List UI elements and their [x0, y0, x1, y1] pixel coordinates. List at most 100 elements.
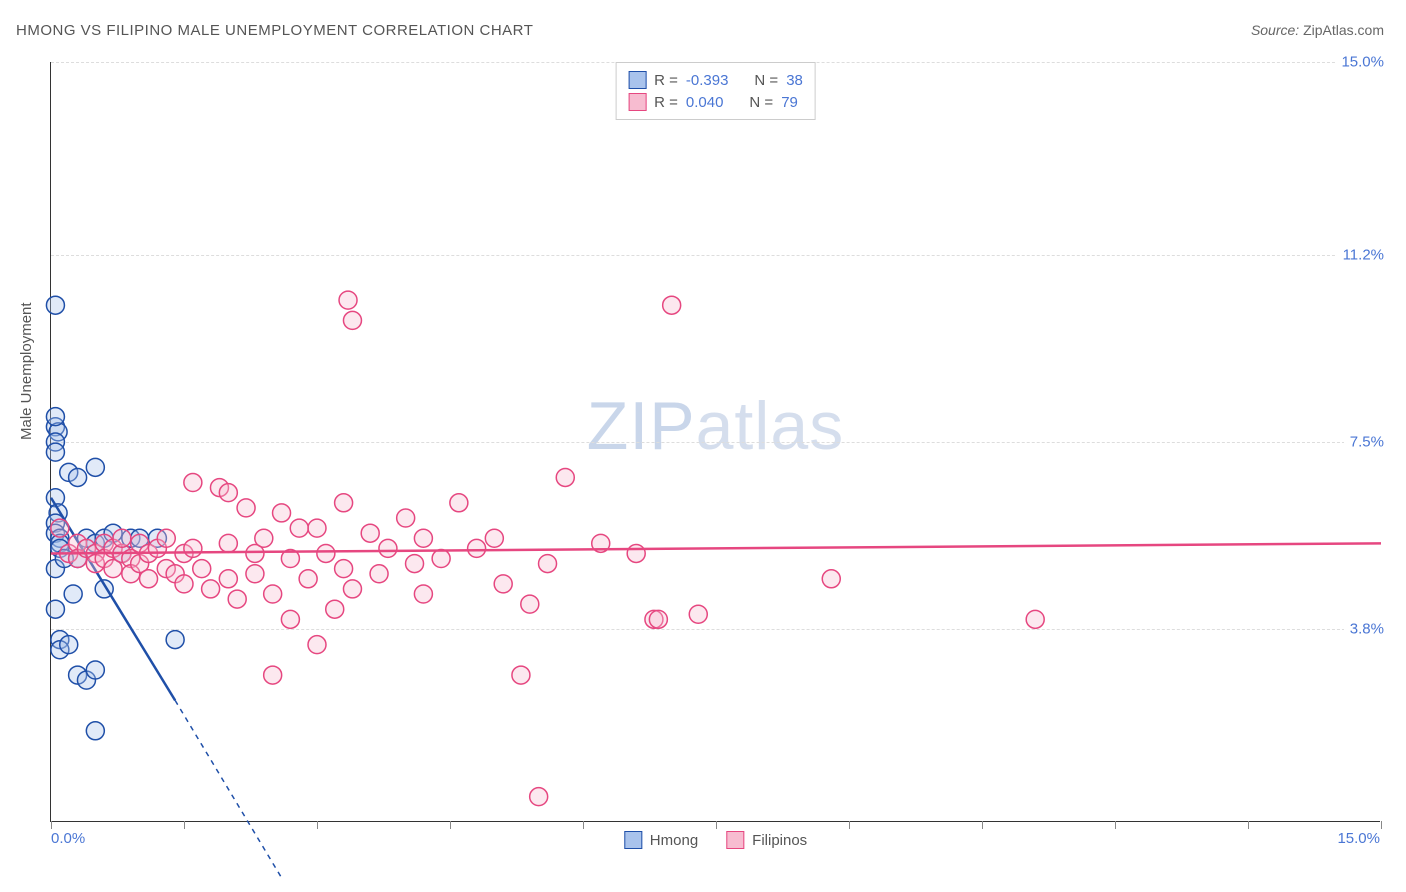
legend-row-hmong: R = -0.393 N = 38	[628, 69, 803, 91]
data-point	[335, 494, 353, 512]
data-point	[432, 550, 450, 568]
y-axis-title: Male Unemployment	[18, 302, 35, 440]
data-point	[255, 529, 273, 547]
x-axis-max-label: 15.0%	[1337, 830, 1380, 847]
x-axis-min-label: 0.0%	[51, 830, 85, 847]
data-point	[166, 631, 184, 649]
data-point	[397, 509, 415, 527]
data-point	[264, 585, 282, 603]
data-point	[361, 524, 379, 542]
data-point	[184, 539, 202, 557]
legend-r-label: R =	[654, 72, 678, 89]
legend-swatch-hmong	[628, 71, 646, 89]
data-point	[175, 575, 193, 593]
x-tick	[1115, 821, 1116, 829]
data-point	[69, 468, 87, 486]
data-point	[339, 291, 357, 309]
data-point	[290, 519, 308, 537]
data-point	[343, 311, 361, 329]
x-tick	[1381, 821, 1382, 829]
data-point	[530, 788, 548, 806]
data-point	[246, 565, 264, 583]
data-point	[202, 580, 220, 598]
data-point	[512, 666, 530, 684]
data-point	[86, 458, 104, 476]
x-tick	[184, 821, 185, 829]
scatter-svg	[51, 62, 1380, 821]
data-point	[86, 661, 104, 679]
data-point	[51, 519, 69, 537]
x-tick	[1248, 821, 1249, 829]
data-point	[822, 570, 840, 588]
data-point	[485, 529, 503, 547]
data-point	[317, 544, 335, 562]
data-point	[140, 570, 158, 588]
legend-swatch-hmong	[624, 831, 642, 849]
data-point	[46, 408, 64, 426]
data-point	[46, 443, 64, 461]
data-point	[193, 560, 211, 578]
source-label: Source:	[1251, 22, 1299, 38]
legend-n-value-hmong: 38	[786, 72, 803, 89]
data-point	[237, 499, 255, 517]
x-tick	[849, 821, 850, 829]
x-tick	[51, 821, 52, 829]
data-point	[219, 570, 237, 588]
data-point	[689, 605, 707, 623]
source-value: ZipAtlas.com	[1303, 22, 1384, 38]
data-point	[46, 600, 64, 618]
legend-n-label: N =	[754, 72, 778, 89]
data-point	[219, 484, 237, 502]
data-point	[627, 544, 645, 562]
data-point	[308, 636, 326, 654]
data-point	[406, 555, 424, 573]
data-point	[414, 529, 432, 547]
data-point	[157, 529, 175, 547]
legend-label-hmong: Hmong	[650, 832, 698, 849]
legend-swatch-filipinos	[628, 93, 646, 111]
data-point	[326, 600, 344, 618]
data-point	[468, 539, 486, 557]
source-attribution: Source: ZipAtlas.com	[1251, 22, 1384, 38]
legend-n-label: N =	[749, 94, 773, 111]
data-point	[521, 595, 539, 613]
data-point	[649, 610, 667, 628]
data-point	[308, 519, 326, 537]
data-point	[414, 585, 432, 603]
legend-swatch-filipinos	[726, 831, 744, 849]
data-point	[113, 529, 131, 547]
data-point	[343, 580, 361, 598]
x-tick	[317, 821, 318, 829]
data-point	[494, 575, 512, 593]
x-tick	[583, 821, 584, 829]
data-point	[379, 539, 397, 557]
legend-item-hmong: Hmong	[624, 831, 698, 849]
data-point	[556, 468, 574, 486]
x-tick	[716, 821, 717, 829]
x-tick	[982, 821, 983, 829]
x-tick	[450, 821, 451, 829]
data-point	[281, 610, 299, 628]
data-point	[539, 555, 557, 573]
data-point	[370, 565, 388, 583]
legend-label-filipinos: Filipinos	[752, 832, 807, 849]
data-point	[228, 590, 246, 608]
data-point	[273, 504, 291, 522]
data-point	[450, 494, 468, 512]
data-point	[299, 570, 317, 588]
trend-line-dashed	[175, 700, 281, 877]
data-point	[60, 636, 78, 654]
plot-area: ZIPatlas 3.8%7.5%11.2%15.0% 0.0% 15.0% R…	[50, 62, 1380, 822]
data-point	[64, 585, 82, 603]
legend-correlation: R = -0.393 N = 38 R = 0.040 N = 79	[615, 62, 816, 120]
chart-title: HMONG VS FILIPINO MALE UNEMPLOYMENT CORR…	[16, 22, 533, 39]
data-point	[184, 474, 202, 492]
data-point	[46, 296, 64, 314]
legend-r-label: R =	[654, 94, 678, 111]
data-point	[86, 722, 104, 740]
data-point	[264, 666, 282, 684]
data-point	[335, 560, 353, 578]
legend-series: Hmong Filipinos	[624, 831, 807, 849]
legend-item-filipinos: Filipinos	[726, 831, 807, 849]
legend-r-value-filipinos: 0.040	[686, 94, 724, 111]
